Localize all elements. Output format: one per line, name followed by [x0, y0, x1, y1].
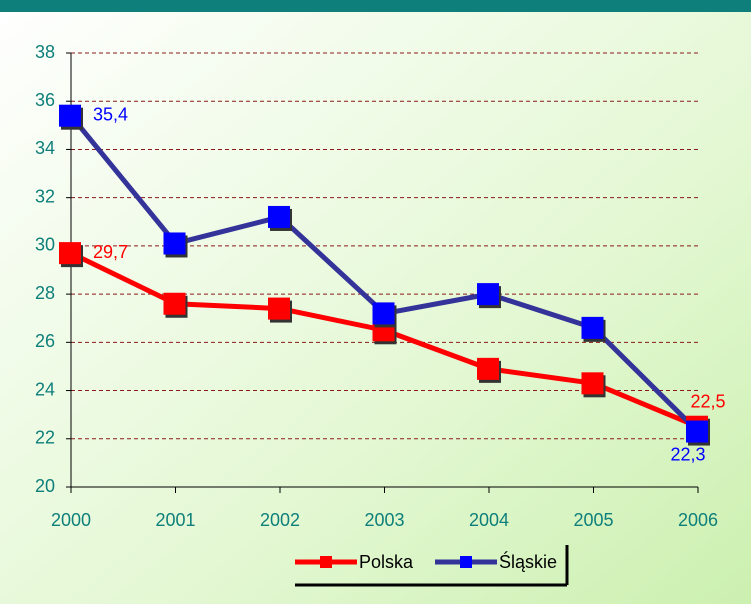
y-tick-label: 34 [35, 138, 55, 158]
x-tick-label: 2000 [51, 510, 91, 530]
y-tick-label: 36 [35, 90, 55, 110]
top-bar [0, 0, 751, 12]
marker [477, 357, 499, 380]
y-tick-label: 24 [35, 379, 55, 399]
marker [163, 232, 186, 255]
marker [268, 297, 290, 320]
y-tick-label: 38 [35, 42, 55, 62]
legend-marker [320, 556, 332, 568]
marker [686, 420, 708, 443]
legend-label: Polska [359, 552, 414, 572]
x-tick-label: 2006 [678, 510, 718, 530]
y-tick-label: 32 [35, 186, 55, 206]
y-tick-label: 28 [35, 283, 55, 303]
data-label: 22,3 [670, 444, 705, 464]
y-tick-label: 26 [35, 331, 55, 351]
x-tick-label: 2001 [155, 510, 195, 530]
marker [268, 205, 290, 228]
x-tick-label: 2004 [469, 510, 509, 530]
x-tick-label: 2005 [573, 510, 613, 530]
marker [581, 316, 604, 339]
y-tick-label: 30 [35, 235, 55, 255]
data-label: 22,5 [690, 391, 725, 411]
x-tick-label: 2003 [364, 510, 404, 530]
data-label: 35,4 [93, 104, 128, 124]
y-tick-label: 20 [35, 476, 55, 496]
x-tick-label: 2002 [260, 510, 300, 530]
marker [59, 104, 81, 127]
marker [581, 372, 604, 395]
legend-marker [460, 556, 472, 568]
marker [477, 283, 499, 306]
data-label: 29,7 [93, 242, 128, 262]
marker [59, 242, 81, 265]
marker [372, 302, 395, 325]
legend-label: Śląskie [499, 551, 557, 572]
marker [163, 292, 186, 315]
y-tick-label: 22 [35, 428, 55, 448]
